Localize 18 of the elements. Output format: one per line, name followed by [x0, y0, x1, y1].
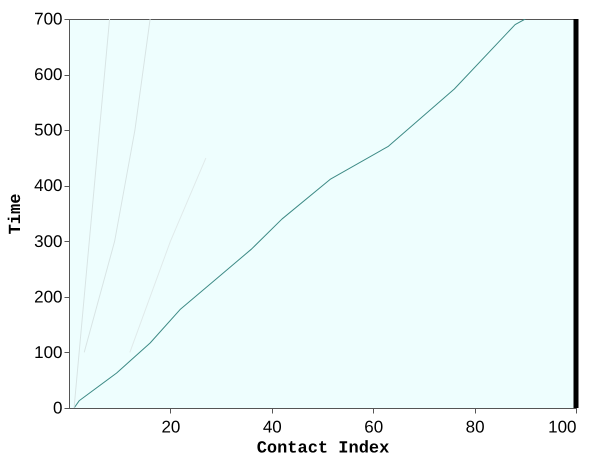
y-tick-label: 200	[34, 287, 62, 306]
line-series	[74, 19, 110, 408]
y-tick-label: 500	[34, 120, 62, 140]
x-tick-label: 100	[548, 418, 576, 436]
y-tick-label: 400	[34, 176, 62, 196]
y-tick-label: 700	[34, 10, 62, 28]
x-tick-label: 40	[262, 418, 282, 436]
x-tick-label: 60	[364, 418, 384, 436]
y-axis-title: Time	[7, 194, 26, 234]
line-series	[74, 19, 526, 408]
y-tick-label: 300	[34, 232, 62, 251]
y-tick-label: 100	[34, 342, 62, 362]
line-series	[84, 19, 151, 353]
x-tick-label: 80	[466, 418, 485, 436]
y-tick-label: 0	[53, 398, 62, 418]
x-axis-title: Contact Index	[256, 440, 390, 458]
x-tick-label: 20	[161, 418, 180, 436]
y-tick-label: 600	[34, 65, 62, 84]
